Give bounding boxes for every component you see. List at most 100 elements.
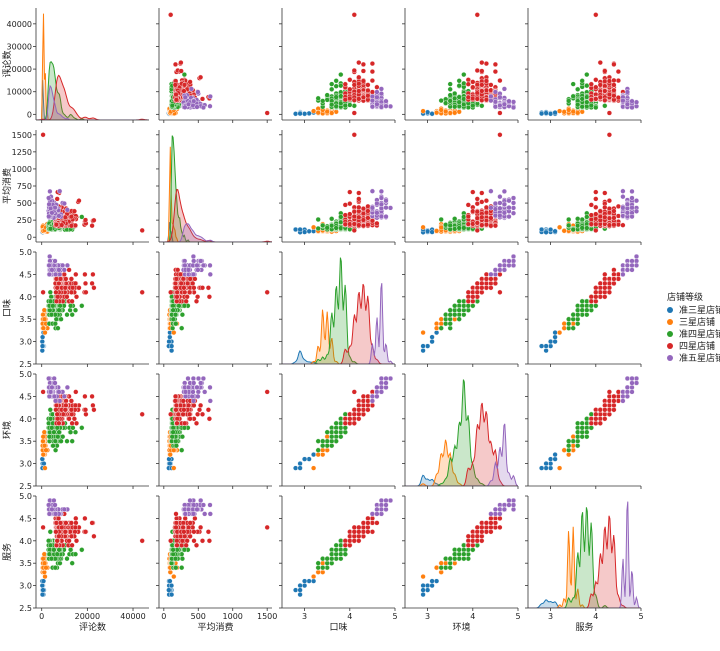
point <box>207 93 213 100</box>
point <box>593 77 599 83</box>
point <box>181 82 188 88</box>
point <box>443 108 449 115</box>
point <box>342 221 348 227</box>
point <box>492 89 499 95</box>
point <box>89 280 95 287</box>
point <box>360 211 367 217</box>
point <box>56 280 62 287</box>
point <box>474 67 480 74</box>
point <box>378 104 385 110</box>
point <box>447 86 453 92</box>
point <box>66 267 72 273</box>
point <box>68 223 75 229</box>
point <box>172 82 178 88</box>
point <box>42 330 48 336</box>
point <box>470 208 476 214</box>
point <box>611 77 617 84</box>
point <box>438 321 444 327</box>
point <box>456 94 462 100</box>
point <box>620 104 626 110</box>
kde-line-准五星店铺 <box>282 283 395 364</box>
point <box>59 222 65 228</box>
point <box>434 110 440 116</box>
point <box>181 71 188 78</box>
point <box>611 87 617 93</box>
point <box>479 68 485 74</box>
point <box>173 97 180 103</box>
point <box>53 222 60 228</box>
point <box>383 103 389 109</box>
point <box>46 201 52 207</box>
point <box>369 77 376 84</box>
panel-0-3 <box>402 8 519 123</box>
point <box>465 77 471 83</box>
point <box>425 228 431 234</box>
point <box>351 209 357 215</box>
point <box>61 200 67 207</box>
point <box>329 110 335 116</box>
kde-fill-准五星店铺 <box>282 283 395 364</box>
point <box>39 343 46 349</box>
point <box>488 271 494 278</box>
point <box>329 223 335 229</box>
point <box>374 89 380 95</box>
point <box>615 94 622 101</box>
point <box>200 104 207 111</box>
point <box>470 102 476 109</box>
y-tick-label: 1250 <box>12 148 32 157</box>
point <box>39 348 45 354</box>
point <box>434 321 440 327</box>
point <box>461 298 467 304</box>
point <box>46 195 52 201</box>
point <box>561 109 567 115</box>
point <box>602 103 608 109</box>
point <box>597 59 603 66</box>
point <box>342 102 348 109</box>
point <box>53 289 59 295</box>
point <box>510 99 517 105</box>
point <box>570 227 576 233</box>
point <box>443 312 449 318</box>
point <box>83 289 89 295</box>
point <box>356 74 362 80</box>
point <box>378 188 385 195</box>
point <box>54 196 60 202</box>
point <box>47 188 53 195</box>
point <box>378 195 385 201</box>
point <box>338 219 344 225</box>
y-axis-label: 平均消费 <box>1 168 13 204</box>
point <box>47 258 53 264</box>
kde-line-准四星店铺 <box>36 60 149 120</box>
point <box>474 298 480 304</box>
point <box>615 213 622 219</box>
point <box>338 100 344 106</box>
panel-1-2 <box>279 130 396 245</box>
point <box>347 189 353 195</box>
point <box>167 334 173 340</box>
point <box>501 86 508 92</box>
point <box>438 316 444 322</box>
point <box>170 303 176 309</box>
point <box>510 205 517 211</box>
point <box>492 200 499 207</box>
kde-fill-准四星店铺 <box>282 257 395 364</box>
point <box>620 205 626 211</box>
point <box>488 82 494 88</box>
point <box>465 221 471 227</box>
point <box>178 280 184 287</box>
point <box>181 285 187 291</box>
point <box>566 107 572 113</box>
point <box>185 101 192 107</box>
point <box>501 188 508 195</box>
point <box>588 97 594 103</box>
point <box>425 343 431 349</box>
point <box>383 205 389 211</box>
point <box>593 104 599 111</box>
point <box>347 221 353 227</box>
point <box>629 205 635 211</box>
point <box>40 312 46 318</box>
point <box>479 285 485 291</box>
point <box>170 316 176 322</box>
y-tick-label: 20000 <box>7 65 32 74</box>
point <box>360 78 367 84</box>
